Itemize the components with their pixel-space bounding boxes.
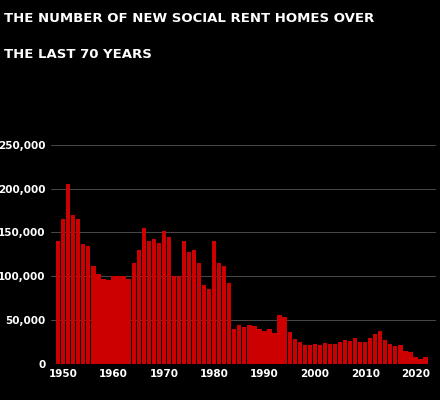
Bar <box>348 341 352 364</box>
Bar <box>111 276 116 364</box>
Bar <box>282 317 287 364</box>
Bar <box>297 342 302 364</box>
Bar <box>187 252 191 364</box>
Bar <box>393 346 397 364</box>
Bar <box>106 280 110 364</box>
Bar <box>383 340 387 364</box>
Bar <box>328 344 332 364</box>
Text: THE NUMBER OF NEW SOCIAL RENT HOMES OVER: THE NUMBER OF NEW SOCIAL RENT HOMES OVER <box>4 12 374 25</box>
Bar <box>172 276 176 364</box>
Bar <box>66 184 70 364</box>
Bar <box>368 338 372 364</box>
Bar <box>338 342 342 364</box>
Bar <box>167 237 171 364</box>
Bar <box>177 276 181 364</box>
Bar <box>343 340 347 364</box>
Bar <box>358 342 362 364</box>
Bar <box>373 334 378 364</box>
Bar <box>398 345 403 364</box>
Bar <box>117 276 121 364</box>
Bar <box>268 329 271 364</box>
Bar <box>207 290 211 364</box>
Bar <box>408 352 413 364</box>
Bar <box>136 250 141 364</box>
Bar <box>192 250 196 364</box>
Bar <box>197 263 201 364</box>
Bar <box>121 276 126 364</box>
Bar <box>161 231 166 364</box>
Bar <box>232 329 236 364</box>
Bar <box>308 345 312 364</box>
Bar <box>353 338 357 364</box>
Bar <box>182 241 186 364</box>
Bar <box>101 279 106 364</box>
Bar <box>323 343 327 364</box>
Bar <box>132 263 136 364</box>
Bar <box>237 326 242 364</box>
Bar <box>91 266 95 364</box>
Bar <box>217 263 221 364</box>
Bar <box>76 219 81 364</box>
Bar <box>418 359 423 364</box>
Bar <box>287 332 292 364</box>
Bar <box>157 243 161 364</box>
Bar <box>212 241 216 364</box>
Bar <box>252 326 257 364</box>
Bar <box>222 266 226 364</box>
Bar <box>81 244 85 364</box>
Bar <box>257 329 262 364</box>
Bar <box>152 240 156 364</box>
Bar <box>403 351 407 364</box>
Bar <box>227 283 231 364</box>
Text: THE LAST 70 YEARS: THE LAST 70 YEARS <box>4 48 152 61</box>
Bar <box>272 333 277 364</box>
Bar <box>423 357 428 364</box>
Bar <box>56 241 60 364</box>
Bar <box>378 331 382 364</box>
Bar <box>61 219 65 364</box>
Bar <box>303 345 307 364</box>
Bar <box>71 215 75 364</box>
Bar <box>147 241 151 364</box>
Bar <box>96 274 101 364</box>
Bar <box>86 246 91 364</box>
Bar <box>363 342 367 364</box>
Bar <box>278 315 282 364</box>
Bar <box>388 344 392 364</box>
Bar <box>293 338 297 364</box>
Bar <box>313 344 317 364</box>
Bar <box>126 279 131 364</box>
Bar <box>247 326 252 364</box>
Bar <box>142 228 146 364</box>
Bar <box>202 285 206 364</box>
Bar <box>242 327 246 364</box>
Bar <box>413 357 418 364</box>
Bar <box>262 331 267 364</box>
Bar <box>318 345 322 364</box>
Bar <box>333 344 337 364</box>
